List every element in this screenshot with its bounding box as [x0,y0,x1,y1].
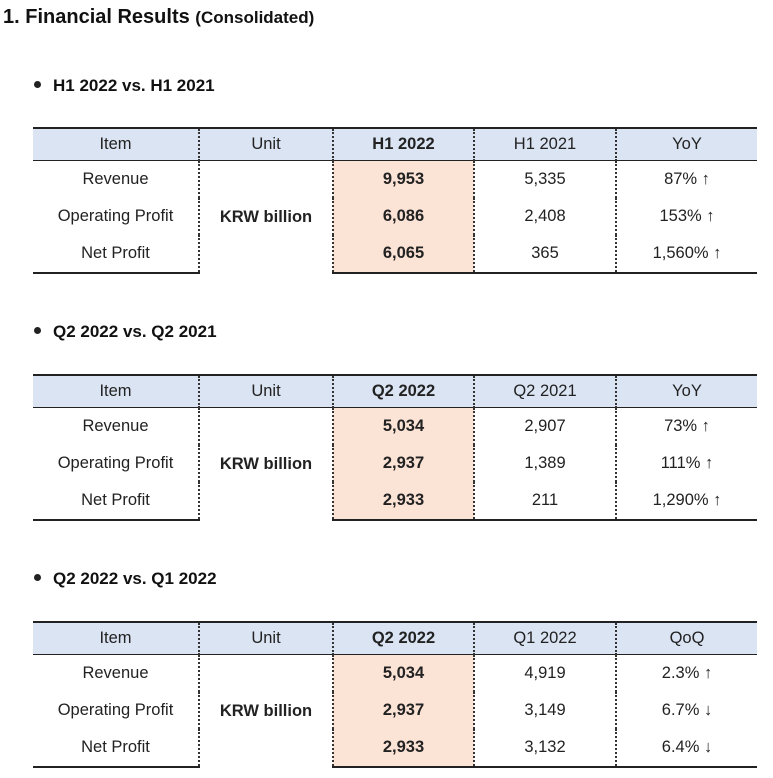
current-value: 6,086 [332,198,474,235]
row-item: Operating Profit [57,207,174,225]
header-previous: Q1 2022 [473,621,616,655]
table-header-row: Item Unit Q2 2022 Q1 2022 QoQ [33,621,757,655]
change-value: 1,290% ↑ [615,482,757,521]
header-unit: Unit [198,621,333,655]
row-item: Operating Profit [57,701,174,719]
previous-value: 3,132 [473,729,616,768]
header-unit: Unit [198,127,333,161]
previous-value: 2,907 [473,407,616,445]
current-value: 2,937 [332,445,474,482]
change-value: 111% ↑ [615,445,757,482]
table-row: Net Profit 2,933 211 1,290% ↑ [33,482,757,521]
section-heading: Q2 2022 vs. Q2 2021 [34,322,217,342]
table-row: Operating Profit 2,937 1,389 111% ↑ [33,445,757,482]
results-table: Item Unit Q2 2022 Q1 2022 QoQ Revenue KR… [33,621,757,768]
current-value: 2,937 [332,692,474,729]
previous-value: 365 [473,235,616,274]
results-table: Item Unit Q2 2022 Q2 2021 YoY Revenue KR… [33,374,757,521]
previous-value: 3,149 [473,692,616,729]
row-item: Net Profit [33,482,199,521]
table-header-row: Item Unit H1 2022 H1 2021 YoY [33,127,757,161]
table-row: Revenue KRW billion 5,034 2,907 73% ↑ [33,407,757,520]
header-current: Q2 2022 [332,374,474,408]
section-title: H1 2022 vs. H1 2021 [53,76,215,95]
table-row: Revenue KRW billion 9,953 5,335 87% ↑ [33,160,757,273]
results-table: Item Unit H1 2022 H1 2021 YoY Revenue KR… [33,127,757,274]
row-item: Revenue [82,664,149,682]
table-row: Net Profit 6,065 365 1,560% ↑ [33,235,757,274]
current-value: 9,953 [332,160,474,198]
header-unit: Unit [198,374,333,408]
table-row: Operating Profit 2,937 3,149 6.7% ↓ [33,692,757,729]
table-row: Operating Profit 6,086 2,408 153% ↑ [33,198,757,235]
unit-cell: KRW billion [198,407,333,520]
table-header-row: Item Unit Q2 2022 Q2 2021 YoY [33,374,757,408]
unit-cell: KRW billion [198,160,333,273]
row-item: Operating Profit [57,454,174,472]
header-current: H1 2022 [332,127,474,161]
change-value: 1,560% ↑ [615,235,757,274]
header-item: Item [33,127,199,161]
current-value: 2,933 [332,729,474,768]
previous-value: 2,408 [473,198,616,235]
change-value: 6.7% ↓ [615,692,757,729]
change-value: 153% ↑ [615,198,757,235]
section-heading: Q2 2022 vs. Q1 2022 [34,569,217,589]
page-title-main: 1. Financial Results [3,6,196,28]
row-item: Net Profit [33,729,199,768]
header-previous: Q2 2021 [473,374,616,408]
previous-value: 4,919 [473,654,616,692]
row-item: Net Profit [33,235,199,274]
header-current: Q2 2022 [332,621,474,655]
bullet-icon [34,574,41,582]
header-item: Item [33,621,199,655]
row-item: Revenue [82,170,149,188]
previous-value: 1,389 [473,445,616,482]
change-value: 6.4% ↓ [615,729,757,768]
header-change: QoQ [615,621,757,655]
header-change: YoY [615,374,757,408]
previous-value: 211 [473,482,616,521]
section-heading: H1 2022 vs. H1 2021 [34,76,215,96]
change-value: 2.3% ↑ [615,654,757,692]
table-row: Revenue KRW billion 5,034 4,919 2.3% ↑ [33,654,757,767]
table-row: Net Profit 2,933 3,132 6.4% ↓ [33,729,757,768]
change-value: 87% ↑ [615,160,757,198]
current-value: 2,933 [332,482,474,521]
change-value: 73% ↑ [615,407,757,445]
previous-value: 5,335 [473,160,616,198]
bullet-icon [34,327,41,335]
section-title: Q2 2022 vs. Q1 2022 [53,569,217,588]
unit-cell: KRW billion [198,654,333,767]
section-title: Q2 2022 vs. Q2 2021 [53,322,217,341]
bullet-icon [34,81,41,89]
current-value: 5,034 [332,654,474,692]
header-previous: H1 2021 [473,127,616,161]
header-item: Item [33,374,199,408]
current-value: 6,065 [332,235,474,274]
current-value: 5,034 [332,407,474,445]
page-title-sub: (Consolidated) [195,8,315,27]
page-title: 1. Financial Results (Consolidated) [3,6,314,29]
row-item: Revenue [82,417,149,435]
header-change: YoY [615,127,757,161]
